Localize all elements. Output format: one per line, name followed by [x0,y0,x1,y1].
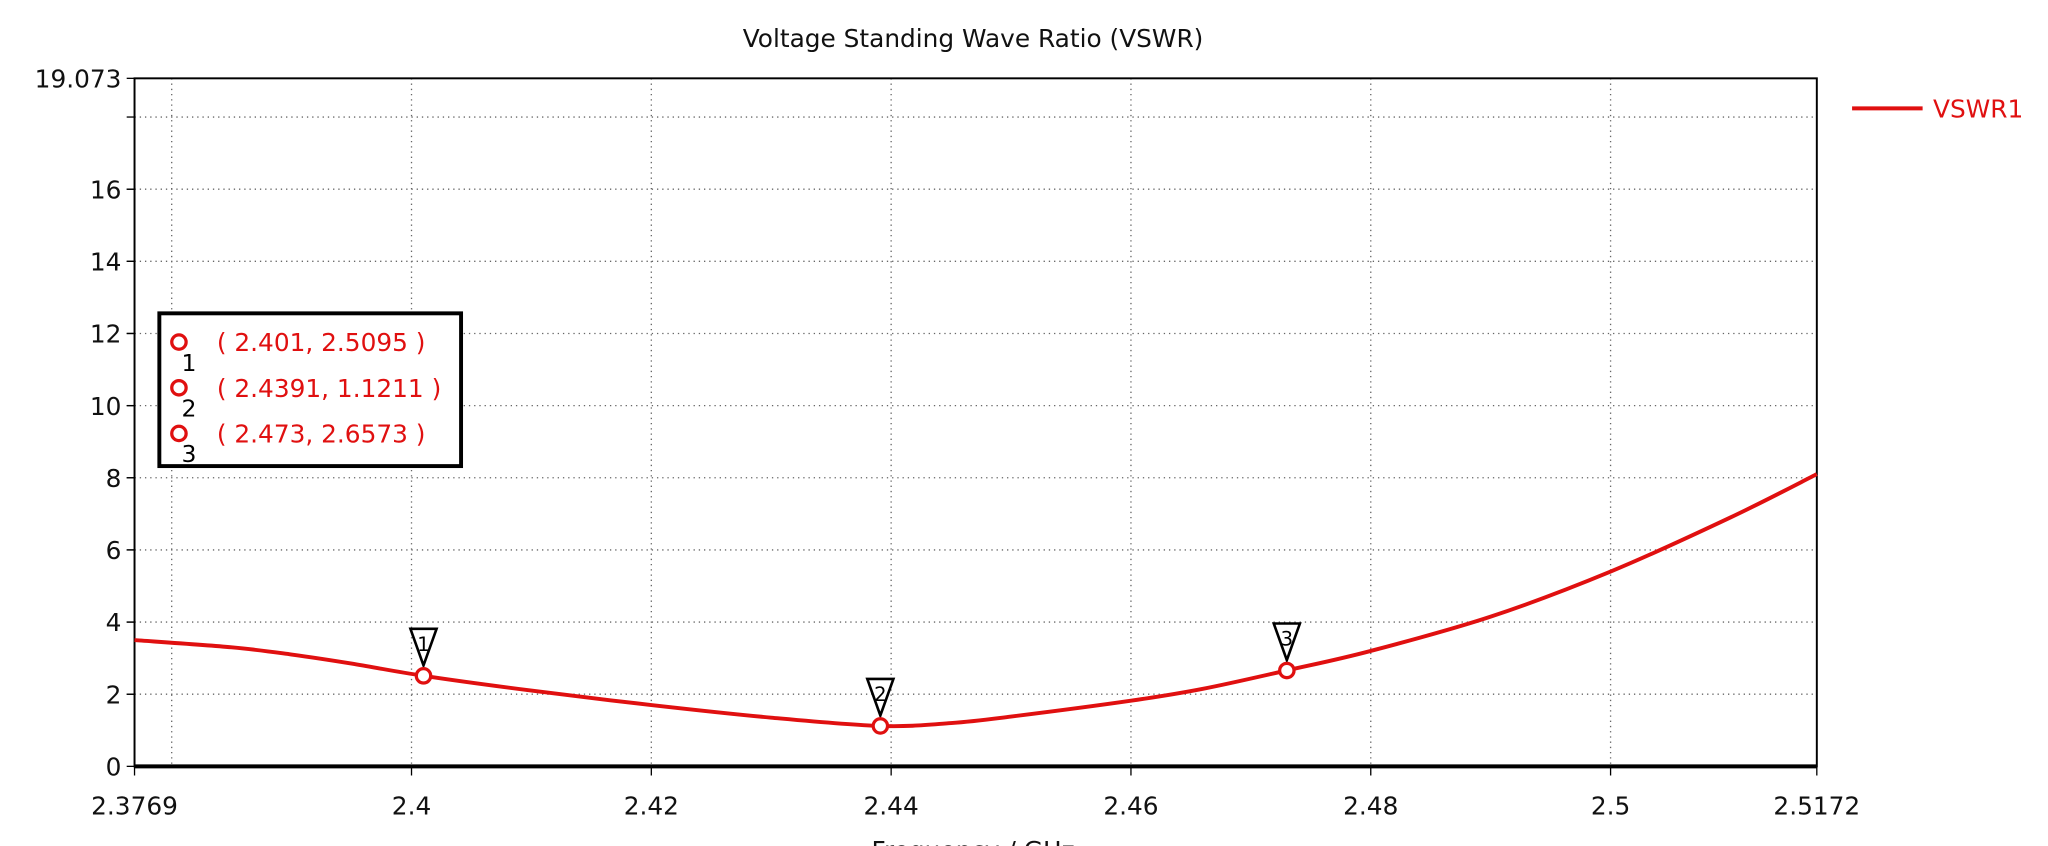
x-tick-label: 2.48 [1343,792,1398,821]
marker-table-value: ( 2.4391, 1.1211 ) [217,374,441,403]
y-tick-label: 12 [90,320,122,349]
x-tick-label: 2.4 [392,792,431,821]
marker-table-row: 1 ( 2.401, 2.5095 ) [170,328,426,377]
marker-table-id: 3 [182,440,197,468]
marker-id: 3 [1281,628,1293,651]
legend-label-vswr1: VSWR1 [1933,95,2023,124]
x-tick-label: 2.5172 [1773,792,1860,821]
marker-table-row: 2 ( 2.4391, 1.1211 ) [170,374,441,422]
y-tick-label: 4 [106,608,122,637]
marker-point [414,667,433,685]
marker-table[interactable]: 1 ( 2.401, 2.5095 ) 2 ( 2.4391, 1.1211 ) 3 ( … [157,311,464,468]
x-axis: 2.3769 2.4 2.42 2.44 2.46 2.48 2.5 2.5172 [91,766,1860,821]
y-tick-label: 6 [106,536,122,565]
chart-title: Voltage Standing Wave Ratio (VSWR) [743,24,1204,53]
marker-table-id: 1 [182,349,197,377]
y-axis: 0 2 4 6 8 10 12 14 16 19.073 [35,64,135,781]
x-tick-label: 2.44 [864,792,919,821]
marker-flag-icon [1271,622,1302,664]
markers: 1 2 3 [408,622,1302,735]
marker-2[interactable]: 2 [865,677,896,735]
y-tick-label: 16 [90,175,122,204]
marker-point [1278,661,1296,680]
y-tick-label: 10 [90,392,122,421]
marker-1[interactable]: 1 [408,627,439,685]
x-tick-label: 2.42 [624,792,679,821]
marker-circle-icon [170,378,188,397]
x-axis-label: Frequency / GHz [871,836,1074,846]
legend: VSWR1 [1852,95,2023,124]
x-tick-label: 2.3769 [91,792,178,821]
marker-table-value: ( 2.473, 2.6573 ) [217,420,426,449]
marker-table-id: 2 [182,394,197,422]
y-tick-label: 2 [106,680,122,709]
marker-3[interactable]: 3 [1271,622,1302,680]
y-tick-label: 14 [90,247,122,276]
marker-point [871,717,890,735]
y-tick-label: 8 [106,464,122,493]
x-tick-label: 2.46 [1103,792,1158,821]
marker-id: 1 [417,633,429,656]
marker-id: 2 [874,683,886,706]
marker-flag-icon [865,677,896,720]
marker-circle-icon [170,333,188,351]
marker-table-row: 3 ( 2.473, 2.6573 ) [170,420,426,468]
y-tick-label: 19.073 [35,64,122,93]
series-line-vswr1 [134,472,1818,729]
marker-flag-icon [408,627,439,670]
y-tick-label: 0 [106,753,122,782]
grid [134,78,1817,767]
marker-circle-icon [170,424,188,443]
marker-table-value: ( 2.401, 2.5095 ) [217,328,426,357]
x-tick-label: 2.5 [1591,792,1630,821]
